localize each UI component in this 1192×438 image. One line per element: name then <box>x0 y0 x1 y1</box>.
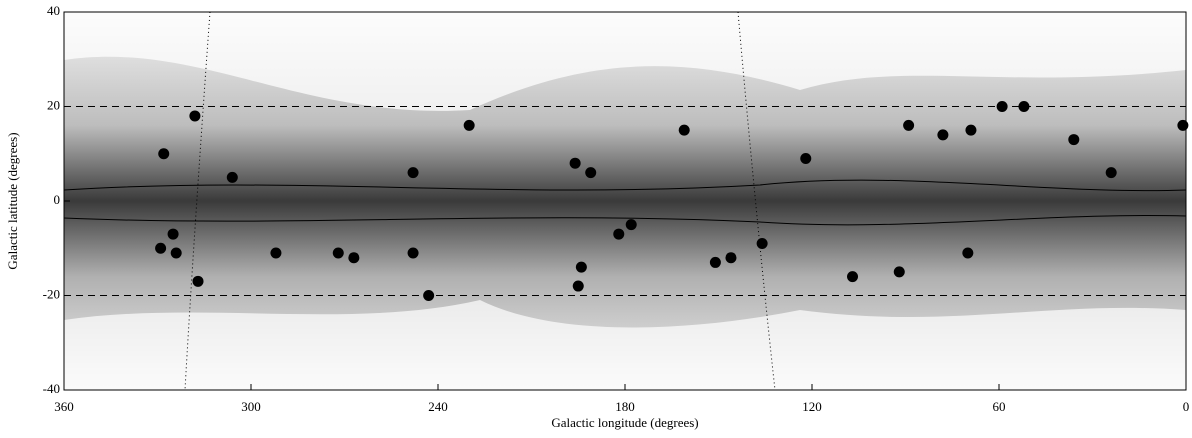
point <box>1018 101 1030 112</box>
point <box>996 101 1008 112</box>
low-density-region <box>64 12 1186 111</box>
y-tick-label: -20 <box>43 286 60 301</box>
point <box>756 238 768 250</box>
point <box>158 148 170 160</box>
point <box>192 275 204 287</box>
point <box>725 252 737 264</box>
point <box>893 266 905 278</box>
x-axis-label: Galactic longitude (degrees) <box>551 415 698 430</box>
point <box>572 280 584 292</box>
x-tick-label: 0 <box>1183 399 1190 414</box>
x-tick-label: 360 <box>54 399 74 414</box>
x-tick-label: 180 <box>615 399 635 414</box>
point <box>847 271 859 283</box>
point <box>800 152 812 164</box>
x-tick-label: 120 <box>802 399 822 414</box>
point <box>585 167 597 179</box>
y-tick-label: -40 <box>43 381 60 396</box>
point <box>962 247 974 259</box>
y-tick-label: 0 <box>54 192 61 207</box>
point <box>407 247 419 259</box>
y-tick-label: 20 <box>47 97 60 112</box>
point <box>569 157 581 169</box>
point <box>407 167 419 179</box>
point <box>575 261 587 273</box>
point <box>965 124 977 136</box>
contour <box>63 179 1187 192</box>
point <box>1068 134 1080 146</box>
point <box>1177 119 1189 131</box>
y-tick-label: 40 <box>47 3 60 18</box>
y-axis-label: Galactic latitude (degrees) <box>5 132 20 269</box>
point <box>937 129 949 141</box>
point <box>332 247 344 259</box>
point <box>226 171 238 183</box>
point <box>613 228 625 240</box>
point <box>423 290 435 301</box>
x-tick-label: 240 <box>428 399 448 414</box>
point <box>709 256 721 268</box>
point <box>678 124 690 136</box>
x-tick-label: 300 <box>241 399 261 414</box>
point <box>155 242 167 254</box>
point <box>1105 167 1117 179</box>
point <box>167 228 179 240</box>
point <box>170 247 182 259</box>
point <box>903 119 915 131</box>
point <box>625 219 637 231</box>
dotted-curve <box>737 11 776 391</box>
low-density-region <box>64 300 1186 390</box>
point <box>189 110 201 122</box>
point <box>463 119 475 131</box>
contour <box>63 214 1187 226</box>
point <box>270 247 282 259</box>
x-tick-label: 60 <box>993 399 1006 414</box>
point <box>348 252 360 264</box>
